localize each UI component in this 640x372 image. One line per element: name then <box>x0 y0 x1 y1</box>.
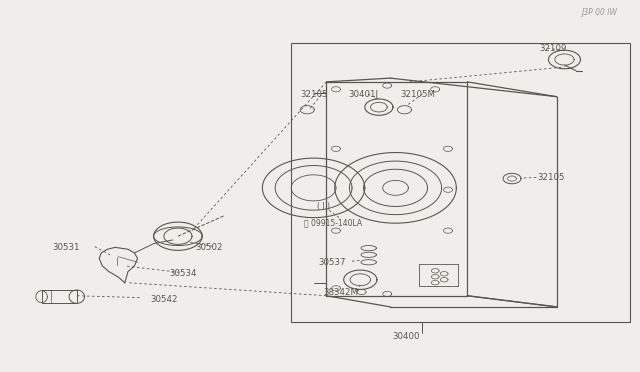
Text: Ⓢ 09915-140LA: Ⓢ 09915-140LA <box>304 219 362 228</box>
Text: 32105M: 32105M <box>400 90 435 99</box>
Text: 30537: 30537 <box>318 258 346 267</box>
Text: 30531: 30531 <box>52 243 80 252</box>
Text: 32105: 32105 <box>301 90 328 99</box>
Text: 30542: 30542 <box>150 295 178 304</box>
Text: 30400: 30400 <box>393 332 420 341</box>
Text: 32109: 32109 <box>540 44 567 53</box>
Bar <box>291 43 630 322</box>
Text: 32105: 32105 <box>538 173 565 182</box>
Text: 30401J: 30401J <box>349 90 379 99</box>
Text: ( I ): ( I ) <box>317 202 330 211</box>
Text: 30502: 30502 <box>195 243 223 252</box>
Text: J3P 00 IW: J3P 00 IW <box>582 8 618 17</box>
Text: 30534: 30534 <box>170 269 197 278</box>
Text: 38342M: 38342M <box>323 288 358 296</box>
